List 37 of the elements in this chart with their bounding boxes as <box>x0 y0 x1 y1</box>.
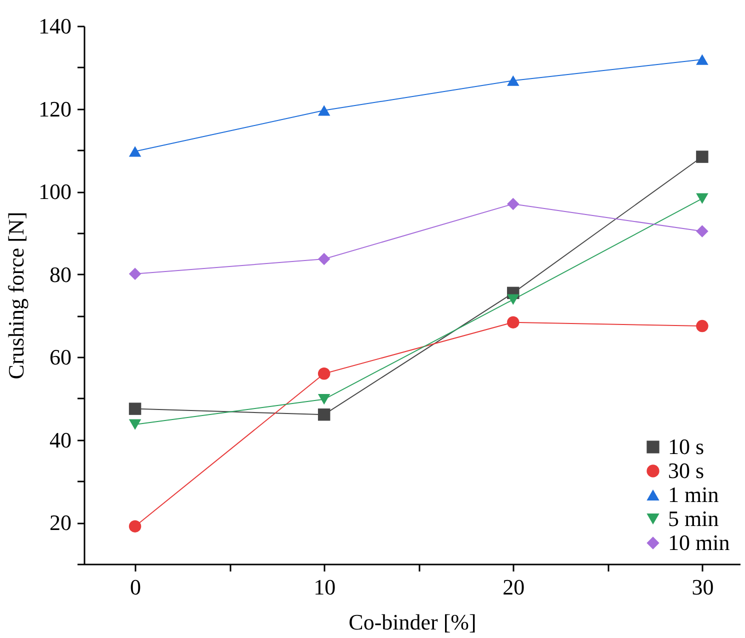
legend-label: 10 min <box>668 530 730 555</box>
point <box>128 268 142 280</box>
point <box>507 75 520 86</box>
legend-label: 10 s <box>668 434 704 459</box>
point <box>696 150 708 163</box>
point <box>696 225 708 238</box>
point <box>507 316 520 328</box>
point <box>507 198 520 210</box>
y-axis-title: Crushing force [N] <box>4 212 28 380</box>
legend-label: 1 min <box>668 482 719 507</box>
y-tick-label: 40 <box>50 427 72 452</box>
point <box>128 520 142 532</box>
point <box>128 146 142 157</box>
point <box>128 419 142 430</box>
point <box>318 408 330 421</box>
y-tick-label: 140 <box>38 14 72 38</box>
x-axis-title: Co-binder [%] <box>348 610 476 634</box>
x-tick-label: 20 <box>502 574 525 600</box>
point <box>318 394 330 405</box>
point <box>507 294 520 305</box>
legend-label: 30 s <box>668 458 704 483</box>
x-tick-label: 0 <box>130 574 142 600</box>
point <box>696 54 708 65</box>
y-tick-label: 120 <box>38 96 72 122</box>
y-tick-label: 20 <box>50 510 72 536</box>
x-tick-label: 10 <box>314 574 336 600</box>
point <box>318 105 330 116</box>
point <box>318 368 330 380</box>
legend-label: 5 min <box>668 506 719 531</box>
point <box>696 320 708 332</box>
y-tick-label: 60 <box>50 344 72 370</box>
point <box>696 193 708 204</box>
x-tick-label: 30 <box>692 574 714 600</box>
y-tick-label: 80 <box>50 262 72 287</box>
point <box>318 252 330 266</box>
point <box>128 402 142 415</box>
y-tick-label: 100 <box>38 179 72 204</box>
